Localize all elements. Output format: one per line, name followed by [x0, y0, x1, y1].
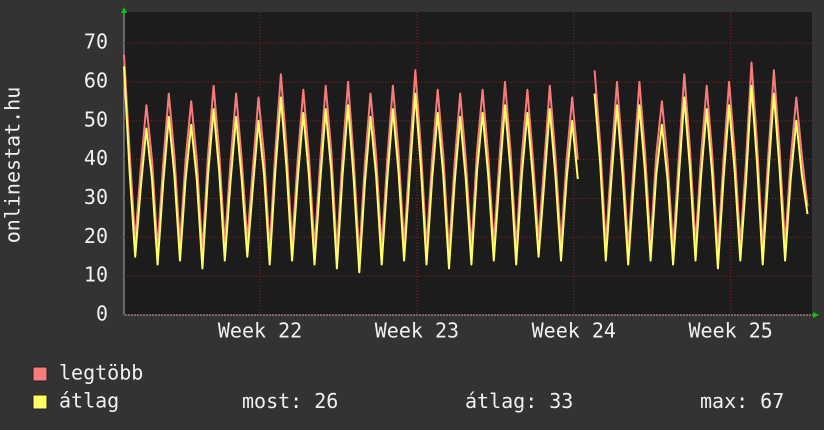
- legend-label: legtöbb: [59, 361, 143, 385]
- y-tick-label: 70: [84, 30, 108, 54]
- y-tick-label: 0: [96, 302, 108, 326]
- stat: átlag: 33: [465, 389, 573, 413]
- y-tick-label: 50: [84, 107, 108, 131]
- x-tick-label: Week 25: [689, 319, 773, 343]
- stat-label: most:: [242, 389, 302, 413]
- stat-value: 26: [314, 389, 338, 413]
- legend-label: átlag: [59, 389, 119, 413]
- y-tick-label: 30: [84, 185, 108, 209]
- y-axis-label: onlinestat.hu: [1, 87, 25, 244]
- axis-arrow: [813, 312, 819, 318]
- y-tick-label: 40: [84, 146, 108, 170]
- stat-label: átlag:: [465, 389, 537, 413]
- y-tick-label: 10: [84, 263, 108, 287]
- series-line: [123, 66, 809, 274]
- axis-arrow: [121, 7, 127, 13]
- stat-value: 67: [760, 389, 784, 413]
- stat: most: 26: [242, 389, 338, 413]
- legend-swatch: [32, 366, 48, 382]
- series-line: [123, 54, 809, 258]
- legend-swatch: [32, 394, 48, 410]
- x-tick-label: Week 23: [375, 319, 459, 343]
- y-tick-label: 20: [84, 224, 108, 248]
- x-tick-label: Week 22: [218, 319, 302, 343]
- y-tick-label: 60: [84, 68, 108, 92]
- x-tick-label: Week 24: [532, 319, 616, 343]
- stat: max: 67: [700, 389, 784, 413]
- stat-label: max:: [700, 389, 748, 413]
- plot-area: [124, 12, 812, 315]
- stat-value: 33: [549, 389, 573, 413]
